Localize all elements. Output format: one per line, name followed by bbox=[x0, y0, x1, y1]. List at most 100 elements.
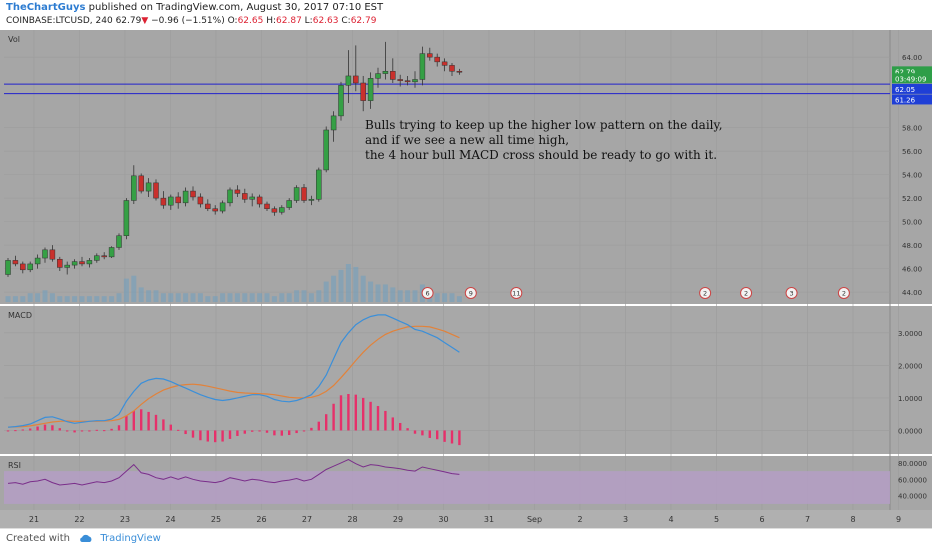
volume-bar bbox=[242, 293, 248, 302]
candle-body bbox=[101, 255, 107, 258]
volume-bar bbox=[286, 293, 292, 302]
price-tag bbox=[892, 83, 932, 94]
macd-histogram-bar bbox=[354, 394, 357, 431]
volume-bar bbox=[257, 293, 263, 302]
volume-bar bbox=[138, 287, 144, 302]
price-tag-label: 61.26 bbox=[895, 96, 916, 104]
macd-histogram-bar bbox=[140, 409, 143, 431]
high-label: H: bbox=[266, 16, 277, 26]
macd-histogram-bar bbox=[251, 430, 254, 432]
created-with-label: Created with bbox=[6, 533, 70, 544]
macd-histogram-bar bbox=[288, 430, 291, 436]
x-tick-label: 24 bbox=[165, 515, 175, 524]
volume-bar bbox=[27, 293, 33, 302]
macd-histogram-bar bbox=[369, 401, 372, 431]
price-tag-label: 03:49:09 bbox=[895, 75, 926, 83]
candle-body bbox=[175, 196, 181, 204]
candle-body bbox=[412, 79, 418, 83]
x-tick-label: 27 bbox=[302, 515, 312, 524]
volume-bar bbox=[79, 296, 85, 302]
volume-bar bbox=[35, 293, 41, 302]
y-tick-label: 52.00 bbox=[902, 195, 922, 203]
candle-body bbox=[131, 175, 137, 201]
annotation-text: the 4 hour bull MACD cross should be rea… bbox=[365, 148, 717, 162]
macd-histogram-bar bbox=[162, 419, 165, 431]
chart-canvas[interactable]: 21 22 23 24 25 26 27 28 29 30 31 Sep 2 3 4 5 6 7 8 964.0058… bbox=[0, 30, 932, 528]
volume-bar bbox=[153, 290, 159, 302]
y-tick-label: 0.0000 bbox=[898, 427, 923, 435]
volume-bar bbox=[434, 293, 440, 302]
y-tick-label: 80.0000 bbox=[898, 460, 927, 468]
x-tick-label: 8 bbox=[850, 515, 855, 524]
y-tick-label: 46.00 bbox=[902, 266, 922, 274]
y-tick-label: 40.0000 bbox=[898, 493, 927, 501]
macd-histogram-bar bbox=[214, 430, 217, 443]
x-tick-label: 2 bbox=[577, 515, 582, 524]
volume-bar bbox=[397, 290, 403, 302]
macd-histogram-bar bbox=[258, 430, 261, 432]
price-pane bbox=[0, 30, 932, 304]
annotation-text: and if we see a new all time high, bbox=[365, 133, 569, 147]
candle-body bbox=[382, 70, 389, 74]
volume-bar bbox=[405, 290, 411, 302]
macd-histogram-bar bbox=[295, 430, 298, 434]
x-tick-label: 6 bbox=[759, 515, 764, 524]
event-marker-count: 11 bbox=[512, 290, 520, 298]
macd-histogram-bar bbox=[236, 430, 239, 436]
macd-histogram-bar bbox=[280, 430, 283, 436]
macd-histogram-bar bbox=[125, 415, 128, 431]
event-marker-icon bbox=[464, 287, 477, 299]
candle-body bbox=[5, 260, 11, 275]
candle-body bbox=[212, 208, 218, 212]
volume-label: Vol bbox=[8, 35, 20, 44]
candle-body bbox=[249, 196, 255, 200]
volume-bar bbox=[168, 293, 174, 302]
x-tick-label: 9 bbox=[896, 515, 901, 524]
candle-body bbox=[390, 70, 396, 80]
publish-info: TheChartGuys published on TradingView.co… bbox=[6, 2, 383, 13]
candle-body bbox=[427, 53, 433, 58]
x-tick-label: 23 bbox=[120, 515, 130, 524]
macd-histogram-bar bbox=[58, 428, 61, 431]
candle-body bbox=[27, 263, 33, 271]
volume-bar bbox=[375, 284, 381, 302]
macd-histogram-bar bbox=[103, 430, 106, 432]
x-tick-label: 3 bbox=[623, 515, 628, 524]
macd-histogram-bar bbox=[273, 430, 276, 436]
tradingview-link[interactable]: TradingView bbox=[100, 533, 161, 544]
candle-body bbox=[301, 187, 307, 201]
volume-bar bbox=[109, 296, 115, 302]
x-tick-label: 26 bbox=[256, 515, 266, 524]
candle-body bbox=[123, 200, 130, 236]
y-tick-label: 50.00 bbox=[902, 219, 922, 227]
volume-bar bbox=[249, 293, 255, 302]
x-tick-label: 4 bbox=[668, 515, 673, 524]
macd-histogram-bar bbox=[184, 430, 187, 435]
macd-histogram-bar bbox=[339, 395, 343, 431]
symbol-info: COINBASE:LTCUSD, 240 62.79▼ −0.96 (−1.51… bbox=[6, 16, 376, 26]
volume-bar bbox=[42, 290, 48, 302]
candle-body bbox=[256, 196, 263, 205]
x-tick-label: 25 bbox=[211, 515, 221, 524]
volume-bar bbox=[123, 278, 129, 302]
candle-body bbox=[308, 199, 315, 201]
volume-bar bbox=[5, 296, 11, 302]
candle-body bbox=[286, 200, 292, 208]
macd-histogram-bar bbox=[332, 403, 335, 431]
x-tick-label: 21 bbox=[29, 515, 39, 524]
author-link[interactable]: TheChartGuys bbox=[6, 2, 86, 13]
macd-pane bbox=[0, 306, 932, 454]
volume-bar bbox=[12, 296, 18, 302]
macd-histogram-bar bbox=[243, 430, 246, 434]
volume-bar bbox=[271, 296, 277, 302]
y-tick-label: 2.0000 bbox=[898, 362, 923, 370]
candle-body bbox=[86, 260, 93, 265]
macd-histogram-bar bbox=[191, 430, 195, 438]
y-tick-label: 48.00 bbox=[902, 242, 922, 250]
macd-histogram-bar bbox=[51, 425, 54, 431]
candle-body bbox=[367, 78, 374, 101]
x-tick-label: 22 bbox=[74, 515, 84, 524]
macd-histogram-bar bbox=[6, 430, 10, 432]
signal-line bbox=[7, 325, 460, 428]
cloud-icon bbox=[80, 534, 92, 542]
